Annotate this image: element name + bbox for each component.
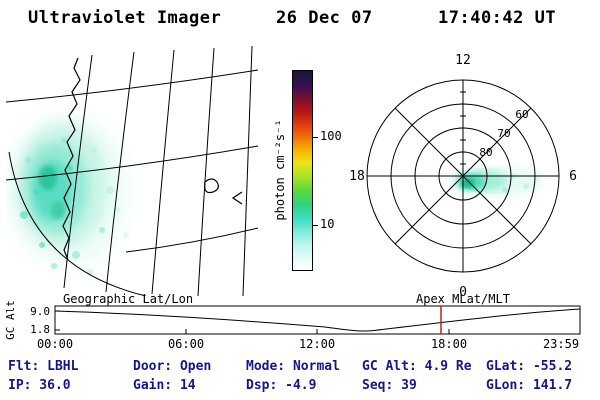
xtick-0000: 00:00 [37, 337, 73, 351]
mlt-label-18: 18 [349, 169, 365, 184]
colorbar-tick-10: 10 [320, 217, 335, 231]
xtick-1200: 12:00 [299, 337, 335, 351]
status-seq: Seq: 39 [362, 378, 417, 393]
xtick-2359: 23:59 [543, 337, 579, 351]
polar-mlat-ticks [460, 91, 466, 165]
geo-grid [6, 45, 258, 296]
mlat-label-60: 60 [515, 108, 528, 121]
apex-polar-panel: 12 18 6 0 60 70 80 [349, 53, 577, 300]
ytick-1-8: 1.8 [30, 323, 50, 336]
status-flt: Flt: LBHL [8, 359, 79, 374]
status-glon: GLon: 141.7 [486, 378, 573, 393]
status-gc-alt: GC Alt: 4.9 Re [362, 359, 472, 374]
time-label: 17:40:42 UT [438, 8, 557, 28]
xtick-1800: 18:00 [431, 337, 467, 351]
status-ip: IP: 36.0 [8, 378, 71, 393]
status-glat: GLat: -55.2 [486, 359, 573, 374]
mlt-label-0: 0 [459, 285, 467, 300]
apex-panel-caption: Apex MLat/MLT [416, 293, 510, 306]
gc-alt-strip-chart: Geographic Lat/Lon Apex MLat/MLT 9.0 1.8… [4, 293, 581, 351]
colorbar-gradient [292, 70, 313, 271]
status-dsp: Dsp: -4.9 [246, 378, 317, 393]
ytick-9: 9.0 [30, 305, 50, 318]
strip-ylabel: GC Alt [4, 300, 17, 340]
mlat-label-70: 70 [497, 127, 510, 140]
colorbar-tick-mark-10 [313, 225, 318, 226]
geo-emission-speckle [20, 137, 129, 275]
mlt-label-12: 12 [455, 53, 471, 68]
status-mode: Mode: Normal [246, 359, 340, 374]
colorbar: photon cm⁻²s⁻¹ 100 10 [272, 68, 367, 283]
geo-panel-caption: Geographic Lat/Lon [63, 293, 193, 306]
app-title: Ultraviolet Imager [28, 8, 222, 28]
colorbar-tick-mark-100 [313, 137, 318, 138]
geographic-image-panel [6, 45, 258, 296]
fov-limb-arc [8, 151, 147, 296]
altitude-curve [54, 308, 581, 332]
polar-grid [366, 79, 560, 273]
status-gain: Gain: 14 [133, 378, 196, 393]
colorbar-tick-100: 100 [320, 129, 342, 143]
polar-auroral-emission [451, 167, 543, 197]
coastline [62, 57, 243, 261]
xtick-0600: 06:00 [168, 337, 204, 351]
strip-axis-ticks [55, 310, 450, 334]
date-label: 26 Dec 07 [276, 8, 373, 28]
colorbar-unit-label: photon cm⁻²s⁻¹ [273, 119, 287, 221]
mlat-label-80: 80 [479, 146, 492, 159]
status-door: Door: Open [133, 359, 212, 374]
status-footer: Flt: LBHL Door: Open Mode: Normal GC Alt… [0, 359, 600, 399]
mlt-label-6: 6 [569, 169, 577, 184]
